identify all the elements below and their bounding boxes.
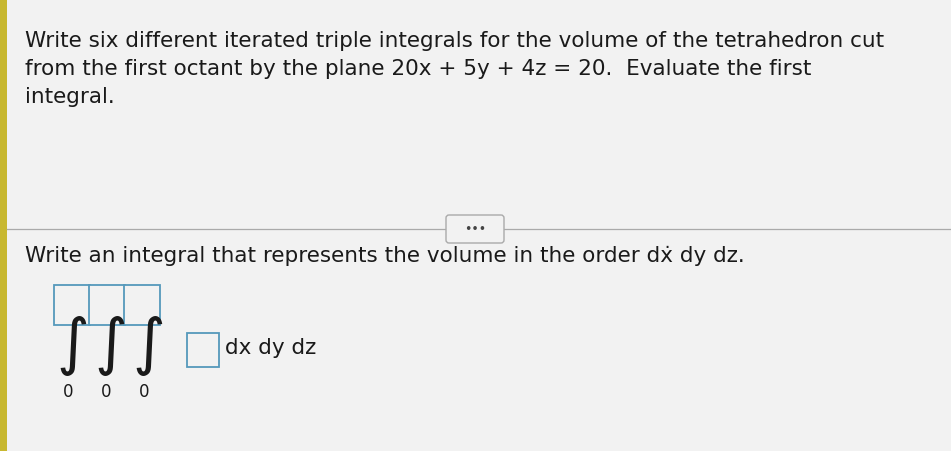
Text: Write six different iterated triple integrals for the volume of the tetrahedron : Write six different iterated triple inte…	[25, 31, 884, 51]
FancyBboxPatch shape	[54, 285, 90, 325]
FancyBboxPatch shape	[89, 285, 125, 325]
Text: dx dy dz: dx dy dz	[225, 338, 317, 358]
Text: 0: 0	[101, 383, 111, 401]
Text: integral.: integral.	[25, 87, 115, 107]
FancyBboxPatch shape	[124, 285, 160, 325]
Text: Write an integral that represents the volume in the order dẋ dy dz.: Write an integral that represents the vo…	[25, 246, 745, 266]
FancyBboxPatch shape	[7, 0, 951, 451]
Text: 0: 0	[139, 383, 149, 401]
Text: 0: 0	[63, 383, 73, 401]
Text: $\int$: $\int$	[94, 314, 126, 378]
FancyBboxPatch shape	[0, 0, 7, 451]
FancyBboxPatch shape	[446, 215, 504, 243]
Text: •••: •••	[464, 222, 486, 235]
FancyBboxPatch shape	[187, 333, 219, 367]
Text: $\int$: $\int$	[132, 314, 164, 378]
Text: $\int$: $\int$	[56, 314, 87, 378]
Text: from the first octant by the plane 20x + 5y + 4z = 20.  Evaluate the first: from the first octant by the plane 20x +…	[25, 59, 811, 79]
